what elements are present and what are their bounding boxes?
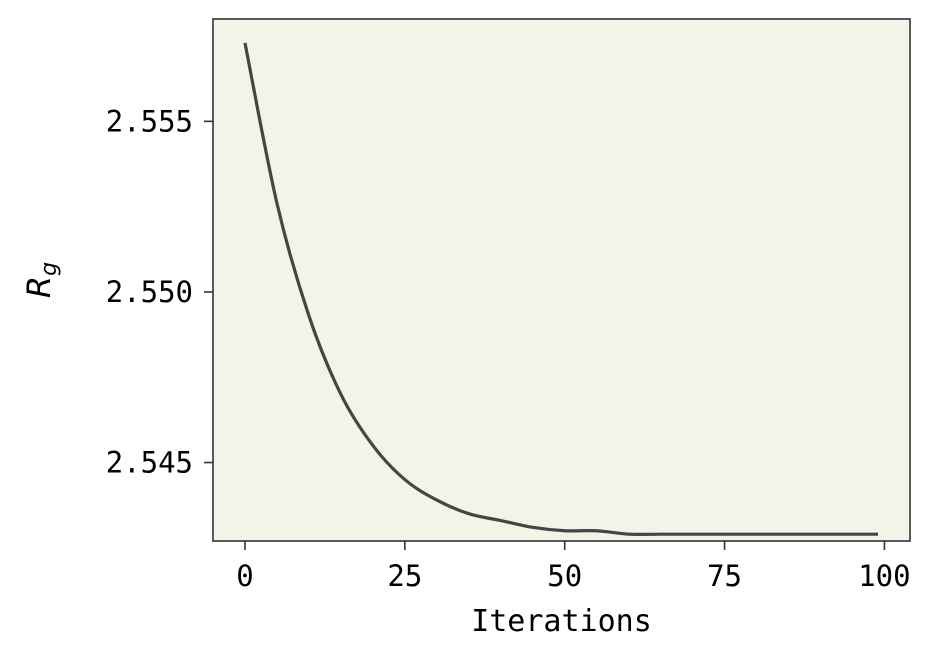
x-tick-label: 75 xyxy=(707,559,742,593)
x-tick-label: 0 xyxy=(236,559,253,593)
x-axis: 0 25 50 75 100 xyxy=(236,541,911,593)
x-tick-label: 100 xyxy=(858,559,910,593)
y-tick-label: 2.545 xyxy=(106,446,193,480)
x-axis-label: Iterations xyxy=(471,604,652,639)
x-tick-label: 25 xyxy=(387,559,422,593)
y-axis-label-sub: g xyxy=(37,262,62,276)
plot-area xyxy=(213,19,910,541)
x-tick-label: 50 xyxy=(547,559,582,593)
y-axis: 2.545 2.550 2.555 xyxy=(106,104,213,480)
series-line xyxy=(243,42,879,537)
y-axis-label: Rg xyxy=(20,262,62,298)
plot-frame xyxy=(212,18,911,542)
y-axis-label-main: R xyxy=(20,276,58,298)
y-tick-label: 2.555 xyxy=(106,104,193,138)
y-tick-label: 2.550 xyxy=(106,275,193,309)
